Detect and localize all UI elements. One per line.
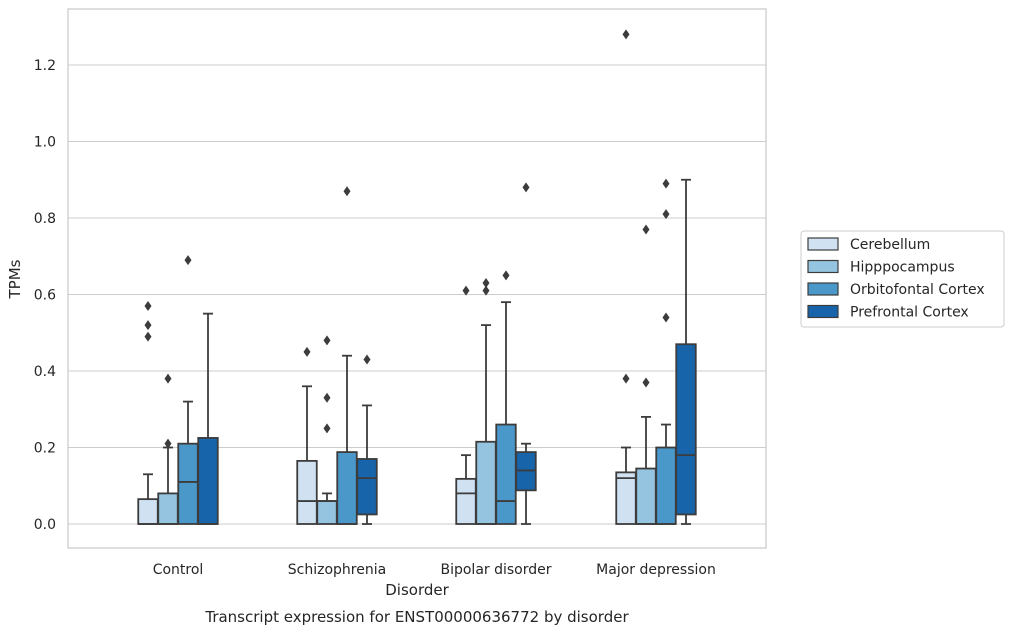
outlier-point — [323, 392, 331, 403]
outlier-point — [622, 373, 630, 384]
outlier-point — [144, 300, 152, 311]
box-body — [495, 423, 517, 525]
box-body — [177, 442, 199, 525]
box-body — [675, 343, 697, 516]
box-hipppocampus — [635, 224, 657, 525]
legend-swatch — [807, 237, 839, 251]
box-body — [137, 498, 159, 525]
y-tick-label: 0.6 — [34, 288, 56, 304]
plot-area-frame — [67, 8, 767, 549]
x-tick-label: Schizophrenia — [288, 562, 386, 578]
box-cerebellum — [296, 346, 318, 525]
box-hipppocampus — [157, 373, 179, 525]
outlier-point — [323, 335, 331, 346]
box-body — [296, 459, 318, 525]
box-prefrontal-cortex — [356, 354, 378, 525]
box-body — [157, 492, 179, 525]
legend: Cerebellum Hipppocampus Orbitofontal Corte… — [800, 230, 1005, 328]
box-orbitofontal-cortex — [495, 270, 517, 525]
outlier-point — [502, 270, 510, 281]
y-axis-ticks: 0.0 0.2 0.4 0.6 0.8 1.0 1.2 — [34, 58, 56, 533]
outlier-point — [303, 346, 311, 357]
outlier-point — [144, 331, 152, 342]
y-axis-label: TPMs — [6, 259, 24, 299]
outlier-point — [343, 186, 351, 197]
outlier-point — [662, 178, 670, 189]
x-tick-label: Control — [153, 562, 204, 578]
box-prefrontal-cortex — [675, 178, 697, 525]
y-tick-label: 0.8 — [34, 211, 56, 227]
box-hipppocampus — [475, 278, 497, 525]
box-body — [336, 451, 358, 525]
legend-label: Prefrontal Cortex — [850, 305, 969, 321]
legend-frame — [800, 230, 1005, 328]
x-tick-label: Bipolar disorder — [440, 562, 551, 578]
box-orbitofontal-cortex — [336, 186, 358, 525]
box-body — [655, 446, 677, 525]
legend-swatch — [807, 259, 839, 274]
box-prefrontal-cortex — [197, 312, 219, 525]
legend-label: Cerebellum — [850, 237, 930, 253]
legend-swatch — [807, 282, 839, 296]
outlier-point — [184, 255, 192, 266]
y-tick-label: 1.2 — [34, 58, 56, 74]
legend-label: Hipppocampus — [850, 260, 955, 276]
box-body — [197, 437, 219, 525]
box-body — [635, 467, 657, 525]
outlier-point — [642, 224, 650, 235]
outlier-point — [323, 423, 331, 434]
y-tick-label: 1.0 — [34, 135, 56, 151]
outlier-point — [462, 285, 470, 296]
box-prefrontal-cortex — [515, 182, 537, 525]
outlier-point — [662, 209, 670, 220]
outlier-point — [482, 285, 490, 296]
outlier-point — [642, 377, 650, 388]
outlier-point — [164, 373, 172, 384]
outlier-point — [144, 320, 152, 331]
chart-caption: Transcript expression for ENST0000063677… — [204, 608, 629, 626]
outlier-point — [622, 29, 630, 40]
box-orbitofontal-cortex — [655, 178, 677, 525]
legend-label: Orbitofontal Cortex — [850, 282, 985, 298]
x-tick-label: Major depression — [596, 562, 716, 578]
legend-swatch — [807, 304, 839, 319]
box-body — [316, 500, 338, 525]
box-cerebellum — [137, 300, 159, 525]
x-axis-label: Disorder — [385, 581, 449, 599]
box-orbitofontal-cortex — [177, 255, 199, 525]
x-axis-ticks: Control Schizophrenia Bipolar disorder Majo… — [153, 562, 716, 578]
box-body — [356, 458, 378, 516]
box-series — [137, 29, 697, 525]
box-body — [475, 440, 497, 525]
box-hipppocampus — [316, 335, 338, 525]
outlier-point — [363, 354, 371, 365]
box-cerebellum — [455, 285, 477, 525]
outlier-point — [164, 438, 172, 449]
box-body — [455, 477, 477, 525]
outlier-point — [662, 312, 670, 323]
y-tick-label: 0.2 — [34, 441, 56, 457]
box-body — [615, 471, 637, 525]
y-tick-label: 0.4 — [34, 364, 56, 380]
box-cerebellum — [615, 29, 637, 525]
y-tick-label: 0.0 — [34, 517, 56, 533]
outlier-point — [522, 182, 530, 193]
outlier-point — [482, 278, 490, 289]
